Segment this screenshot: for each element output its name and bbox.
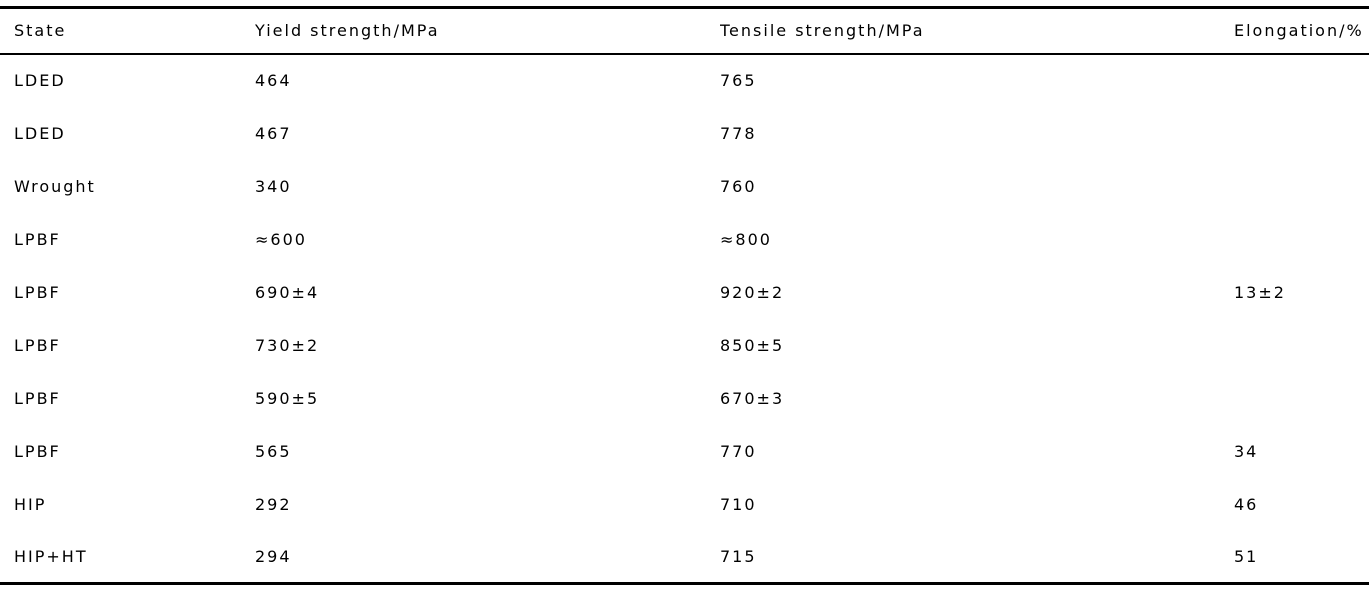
cell-elongation [1234,54,1369,107]
cell-tensile-strength: 670±3 [720,388,785,408]
column-header-yield-strength: Yield strength/MPa [255,7,720,55]
table-row: Wrought 340 760 [0,160,1369,213]
cell-tensile-strength: 778 [720,123,757,143]
cell-elongation: 34 [1234,441,1259,461]
table-row: HIP+HT 294 715 51 [0,531,1369,584]
paper-page: State Yield strength/MPa Tensile strengt… [0,6,1369,596]
cell-state: HIP+HT [14,546,88,566]
cell-yield-strength: 294 [255,546,292,566]
cell-elongation: 13±2 [1234,282,1286,302]
cell-yield-strength: 690±4 [255,282,320,302]
cell-state: LPBF [14,388,61,408]
cell-tensile-strength: 770 [720,441,757,461]
header-row: State Yield strength/MPa Tensile strengt… [0,7,1369,55]
cell-tensile-strength: 765 [720,71,757,90]
table-row: LPBF ≈600 ≈800 [0,213,1369,266]
table-row: LPBF 690±4 920±2 13±2 [0,266,1369,319]
cell-tensile-strength: 760 [720,176,757,196]
cell-yield-strength: 730±2 [255,335,320,355]
cell-elongation [1234,160,1369,213]
cell-elongation: 51 [1234,546,1259,566]
cell-state: LPBF [14,441,61,461]
cell-state: LDED [14,123,66,143]
cell-yield-strength: 340 [255,176,292,196]
cell-state: HIP [14,494,47,514]
mechanical-properties-table: State Yield strength/MPa Tensile strengt… [0,6,1369,585]
table-header: State Yield strength/MPa Tensile strengt… [0,7,1369,55]
cell-elongation [1234,319,1369,372]
column-header-elongation: Elongation/% [1234,7,1369,55]
table-row: HIP 292 710 46 [0,478,1369,531]
cell-yield-strength: 467 [255,123,292,143]
cell-yield-strength: 464 [255,71,292,90]
cell-state: LPBF [14,282,61,302]
cell-elongation [1234,372,1369,425]
table-body: LDED 464 765 LDED 467 778 Wrought 340 76… [0,54,1369,584]
table-row: LDED 467 778 [0,107,1369,160]
cell-yield-strength: 292 [255,494,292,514]
cell-state: Wrought [14,176,96,196]
table-row: LPBF 730±2 850±5 [0,319,1369,372]
cell-tensile-strength: ≈800 [720,229,772,249]
cell-yield-strength: 565 [255,441,292,461]
cell-elongation [1234,213,1369,266]
cell-tensile-strength: 920±2 [720,282,785,302]
cell-state: LPBF [14,335,61,355]
table-row: LPBF 590±5 670±3 [0,372,1369,425]
cell-yield-strength: ≈600 [255,229,307,249]
cell-tensile-strength: 710 [720,494,757,514]
cell-state: LDED [14,71,66,90]
table-row: LDED 464 765 [0,54,1369,107]
cell-state: LPBF [14,229,61,249]
cell-tensile-strength: 715 [720,546,757,566]
table-row: LPBF 565 770 34 [0,425,1369,478]
cell-yield-strength: 590±5 [255,388,320,408]
column-header-state: State [0,7,255,55]
column-header-tensile-strength: Tensile strength/MPa [720,7,1234,55]
cell-elongation [1234,107,1369,160]
cell-elongation: 46 [1234,494,1259,514]
cell-tensile-strength: 850±5 [720,335,785,355]
